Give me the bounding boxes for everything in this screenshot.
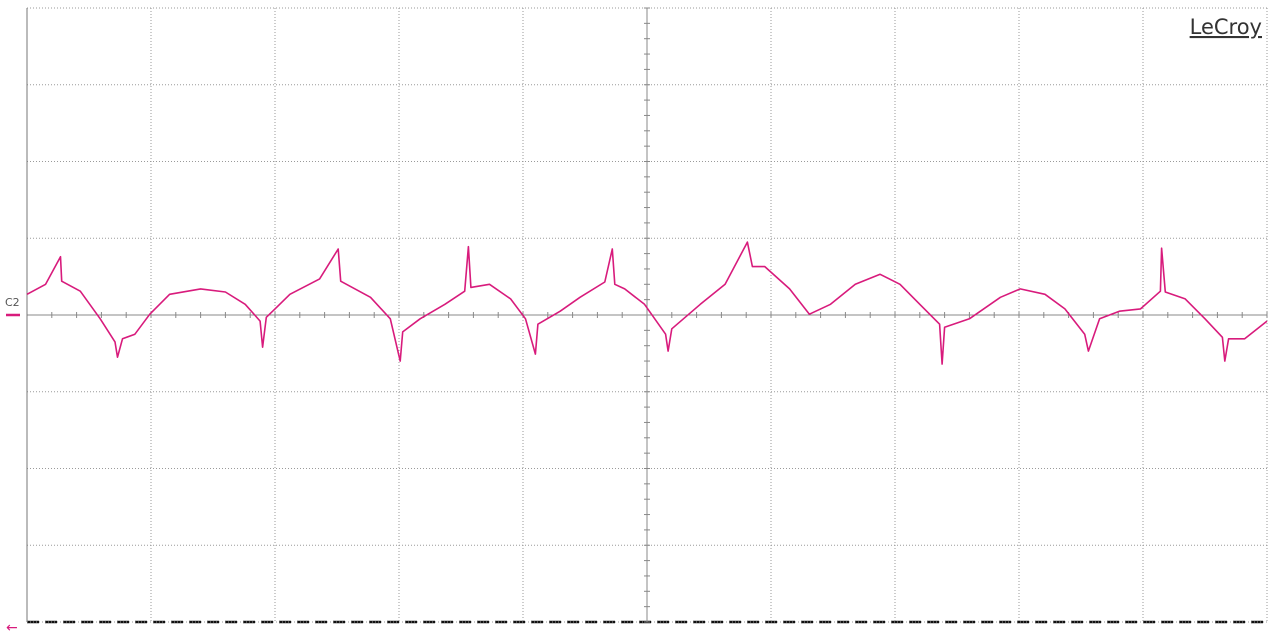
channel-label: C2 xyxy=(5,296,20,309)
brand-logo: LeCroy xyxy=(1190,15,1262,39)
waveform xyxy=(26,241,1268,365)
offset-arrow: ← xyxy=(6,620,18,636)
